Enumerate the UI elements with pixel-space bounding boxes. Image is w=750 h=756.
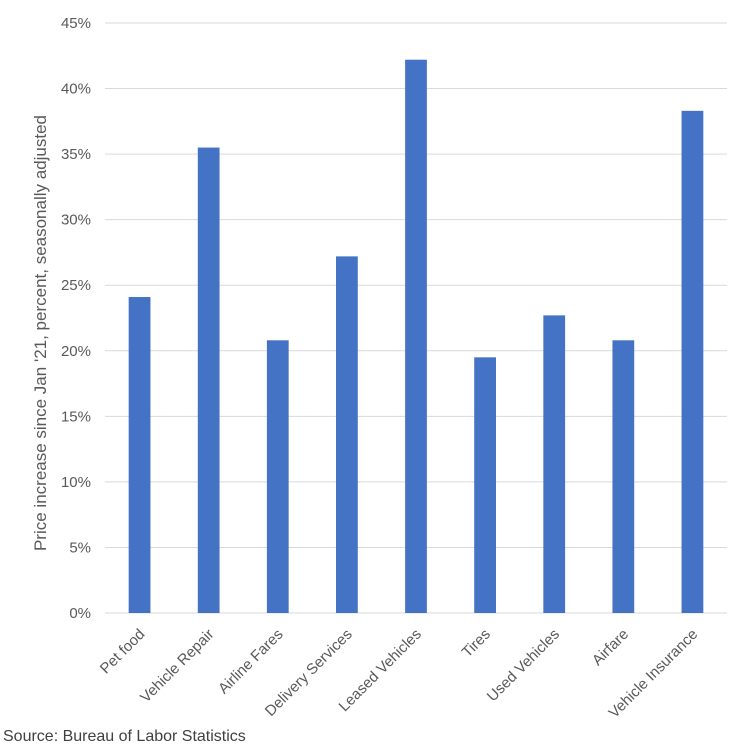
source-note: Source: Bureau of Labor Statistics	[3, 728, 246, 745]
bar	[197, 147, 220, 614]
bar	[336, 256, 358, 613]
bar	[612, 340, 635, 613]
bar	[128, 297, 151, 613]
y-tick-label: 15%	[61, 408, 91, 425]
y-tick-label: 10%	[61, 474, 91, 491]
y-tick-label: 20%	[61, 343, 91, 360]
x-category-label: Vehicle Repair	[137, 626, 217, 706]
bar	[405, 59, 427, 613]
y-tick-label: 40%	[61, 81, 91, 98]
x-category-label: Used Vehicles	[484, 626, 563, 705]
x-category-label: Pet food	[97, 626, 149, 678]
x-category-label: Airfare	[589, 626, 632, 669]
y-tick-label: 0%	[69, 605, 91, 622]
y-tick-label: 45%	[61, 15, 91, 32]
bar	[266, 340, 289, 613]
y-tick-label: 25%	[61, 277, 91, 294]
bars	[128, 59, 704, 614]
y-axis-tick-labels: 0% 5% 10% 15% 20% 25% 30% 35% 40% 45%	[61, 15, 91, 622]
bar	[474, 357, 496, 613]
y-tick-label: 35%	[61, 146, 91, 163]
y-axis-title: Price increase since Jan '21, percent, s…	[31, 115, 50, 551]
bar	[681, 110, 704, 613]
y-tick-label: 30%	[61, 212, 91, 229]
x-category-label: Tires	[459, 626, 494, 661]
x-category-label: Airline Fares	[215, 626, 287, 698]
bar	[543, 315, 566, 613]
y-tick-label: 5%	[69, 539, 91, 556]
